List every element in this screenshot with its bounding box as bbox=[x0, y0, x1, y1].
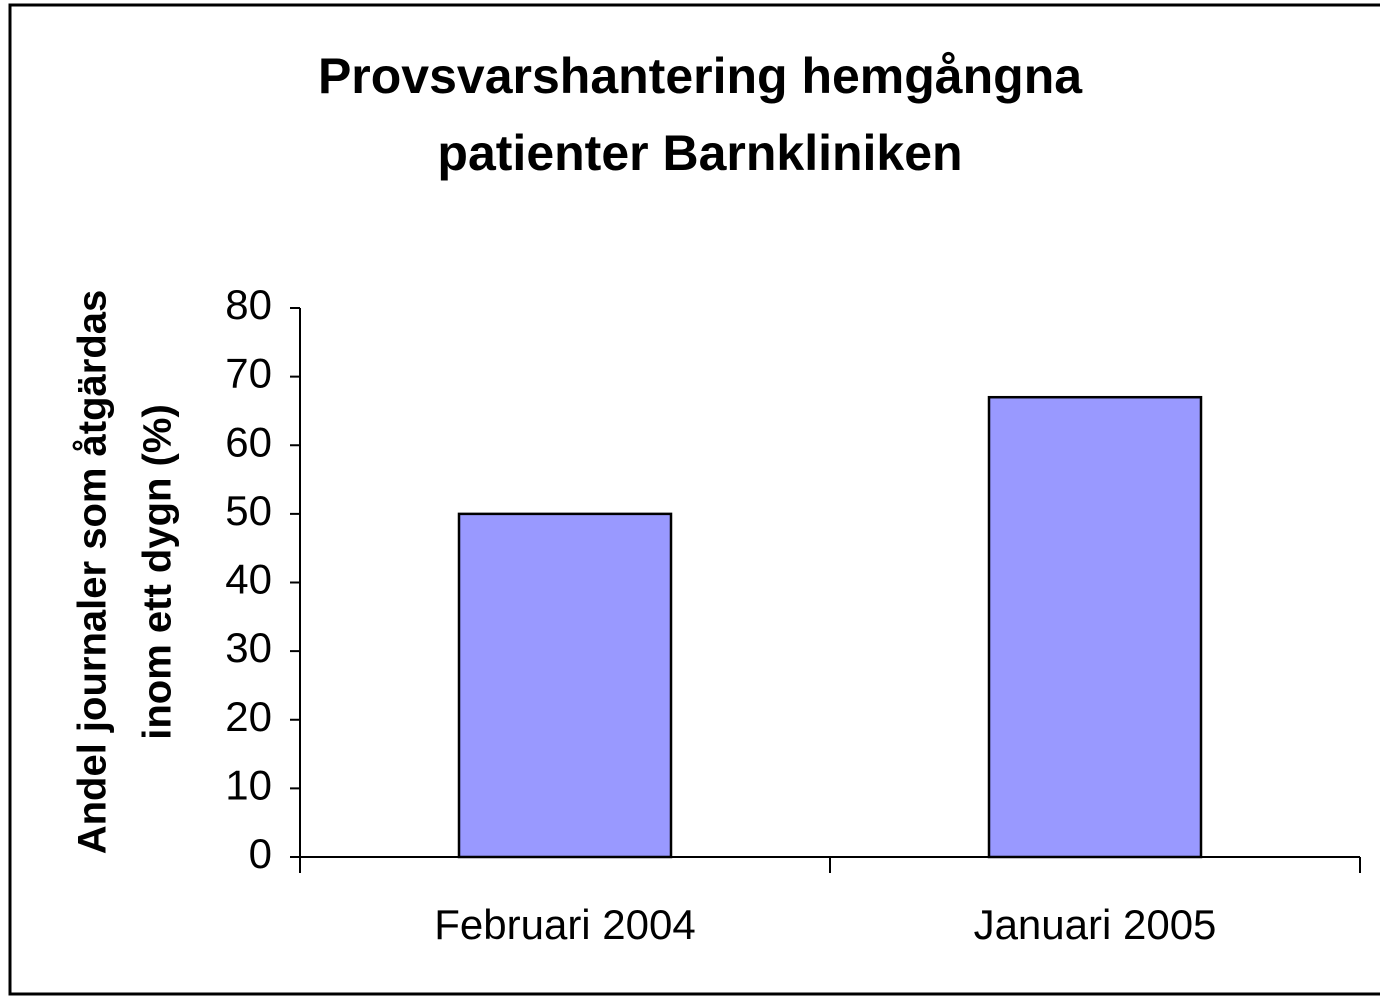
chart-title: patienter Barnkliniken bbox=[437, 125, 962, 181]
y-tick-label: 50 bbox=[225, 487, 272, 534]
y-tick-label: 0 bbox=[249, 830, 272, 877]
y-tick-label: 40 bbox=[225, 556, 272, 603]
y-axis-label: Andel journaler som åtgärdas bbox=[71, 290, 115, 855]
y-tick-label: 30 bbox=[225, 624, 272, 671]
y-axis-label-line: Andel journaler som åtgärdas bbox=[71, 290, 115, 855]
x-tick-label: Februari 2004 bbox=[434, 901, 696, 948]
chart-title: Provsvarshantering hemgångna bbox=[318, 48, 1083, 104]
y-axis-label: inom ett dygn (%) bbox=[136, 404, 180, 740]
x-tick-label: Januari 2005 bbox=[974, 901, 1217, 948]
y-tick-label: 10 bbox=[225, 761, 272, 808]
y-tick-label: 60 bbox=[225, 418, 272, 465]
y-tick-label: 20 bbox=[225, 693, 272, 740]
y-axis-label-line: inom ett dygn (%) bbox=[136, 404, 180, 740]
y-tick-label: 70 bbox=[225, 350, 272, 397]
y-tick-label: 80 bbox=[225, 281, 272, 328]
bar bbox=[457, 512, 673, 859]
bar bbox=[987, 395, 1203, 859]
